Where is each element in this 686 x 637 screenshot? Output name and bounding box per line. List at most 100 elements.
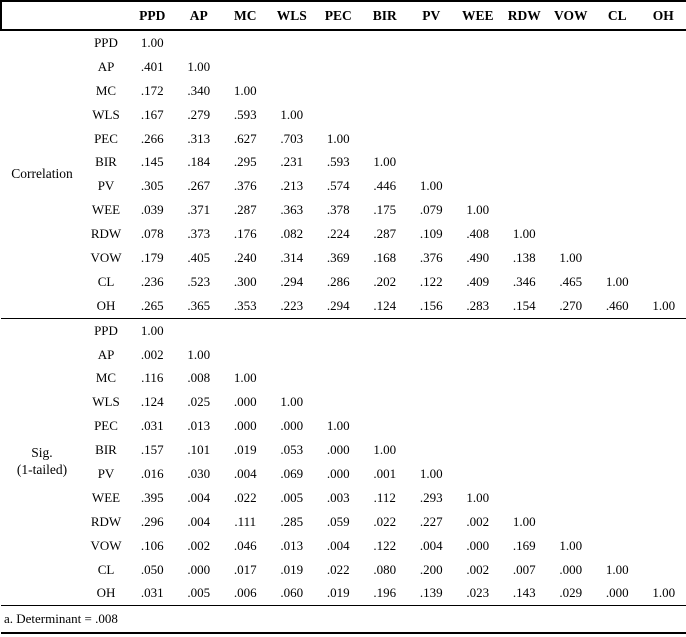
value-cell — [594, 414, 641, 438]
value-cell — [455, 414, 502, 438]
value-cell — [176, 30, 223, 55]
value-cell — [501, 486, 548, 510]
row-label-mc: MC — [95, 370, 117, 386]
value-cell: .000 — [233, 418, 257, 434]
table-row: Sig. (1-tailed) PPD 1.00 — [1, 318, 686, 477]
value-cell: .122 — [373, 537, 397, 553]
value-cell: .465 — [559, 273, 583, 289]
value-cell — [594, 55, 641, 79]
corner-cell — [0, 0, 129, 31]
value-cell — [548, 174, 595, 198]
value-cell: .013 — [280, 537, 304, 553]
value-cell — [501, 174, 548, 198]
value-cell — [315, 366, 362, 390]
value-cell — [455, 174, 502, 198]
value-cell: 1.00 — [187, 58, 211, 74]
value-cell — [548, 510, 595, 534]
value-cell — [548, 103, 595, 127]
value-cell: .353 — [233, 297, 257, 313]
column-header-wee: WEE — [454, 0, 501, 31]
value-cell: .265 — [140, 297, 164, 313]
value-cell: .168 — [373, 249, 397, 265]
value-cell — [641, 270, 686, 294]
value-cell — [269, 79, 316, 103]
value-cell — [455, 318, 502, 342]
value-cell — [594, 510, 641, 534]
value-cell — [362, 318, 409, 342]
row-label-vow: VOW — [90, 249, 122, 265]
value-cell — [548, 390, 595, 414]
column-header-bir: BIR — [361, 0, 408, 31]
value-cell — [408, 390, 455, 414]
table-row: CL .236 .523 .300 .294 .286 .202 .122 .409 .346 .4… — [1, 270, 686, 294]
value-cell: .019 — [233, 442, 257, 458]
value-cell — [641, 103, 686, 127]
value-cell — [548, 438, 595, 462]
value-cell — [501, 343, 548, 367]
value-cell — [408, 150, 455, 174]
value-cell: .000 — [326, 465, 350, 481]
value-cell: .000 — [466, 537, 490, 553]
value-cell: .240 — [233, 249, 257, 265]
value-cell: .196 — [373, 585, 397, 601]
value-cell: .523 — [187, 273, 211, 289]
value-cell — [548, 462, 595, 486]
value-cell — [501, 55, 548, 79]
value-cell — [362, 366, 409, 390]
value-cell: .296 — [140, 513, 164, 529]
table-row: BIR .145 .184 .295 .231 .593 1.00 — [1, 150, 686, 174]
value-cell — [455, 103, 502, 127]
value-cell — [315, 390, 362, 414]
value-cell: .346 — [512, 273, 536, 289]
value-cell: .376 — [233, 178, 257, 194]
value-cell — [501, 318, 548, 342]
value-cell: .016 — [140, 465, 164, 481]
value-cell: .574 — [326, 178, 350, 194]
value-cell — [269, 343, 316, 367]
value-cell — [362, 414, 409, 438]
value-cell — [594, 174, 641, 198]
value-cell — [501, 127, 548, 151]
header-row: PPD AP MC WLS PEC BIR PV WEE RDW VOW CL OH — [0, 0, 686, 31]
value-cell: .223 — [280, 297, 304, 313]
value-cell: 1.00 — [652, 297, 676, 313]
value-cell — [315, 30, 362, 55]
value-cell: .004 — [326, 537, 350, 553]
section-label-line: Correlation — [11, 165, 73, 181]
value-cell: 1.00 — [466, 489, 490, 505]
table-row: RDW .296 .004 .111 .285 .059 .022 .227 .002 1.00 — [1, 510, 686, 534]
value-cell — [641, 318, 686, 342]
value-cell — [501, 390, 548, 414]
footnote-row: a. Determinant = .008 — [1, 605, 686, 635]
value-cell: .294 — [326, 297, 350, 313]
value-cell: .593 — [326, 154, 350, 170]
value-cell — [548, 318, 595, 342]
value-cell — [641, 174, 686, 198]
footnote: a. Determinant = .008 — [1, 605, 686, 635]
value-cell — [408, 366, 455, 390]
value-cell: .202 — [373, 273, 397, 289]
value-cell — [641, 150, 686, 174]
value-cell — [455, 150, 502, 174]
table-row: CL .050 .000 .017 .019 .022 .080 .200 .002 .007 .0… — [1, 558, 686, 582]
value-cell: .004 — [233, 465, 257, 481]
value-cell: .025 — [187, 394, 211, 410]
table-row: BIR .157 .101 .019 .053 .000 1.00 — [1, 438, 686, 462]
value-cell — [641, 343, 686, 367]
value-cell: .266 — [140, 130, 164, 146]
value-cell — [362, 55, 409, 79]
value-cell: .019 — [326, 585, 350, 601]
table-row: MC .172 .340 1.00 — [1, 79, 686, 103]
value-cell: .124 — [373, 297, 397, 313]
value-cell: .213 — [280, 178, 304, 194]
value-cell — [176, 318, 223, 342]
value-cell — [594, 222, 641, 246]
value-cell: .109 — [419, 226, 443, 242]
section-1: Sig. (1-tailed) PPD 1.00 AP .002 1.00 MC .116 .00… — [1, 318, 686, 606]
value-cell: .172 — [140, 82, 164, 98]
value-cell: 1.00 — [233, 370, 257, 386]
value-cell: 1.00 — [140, 34, 164, 50]
value-cell — [594, 103, 641, 127]
value-cell — [594, 198, 641, 222]
